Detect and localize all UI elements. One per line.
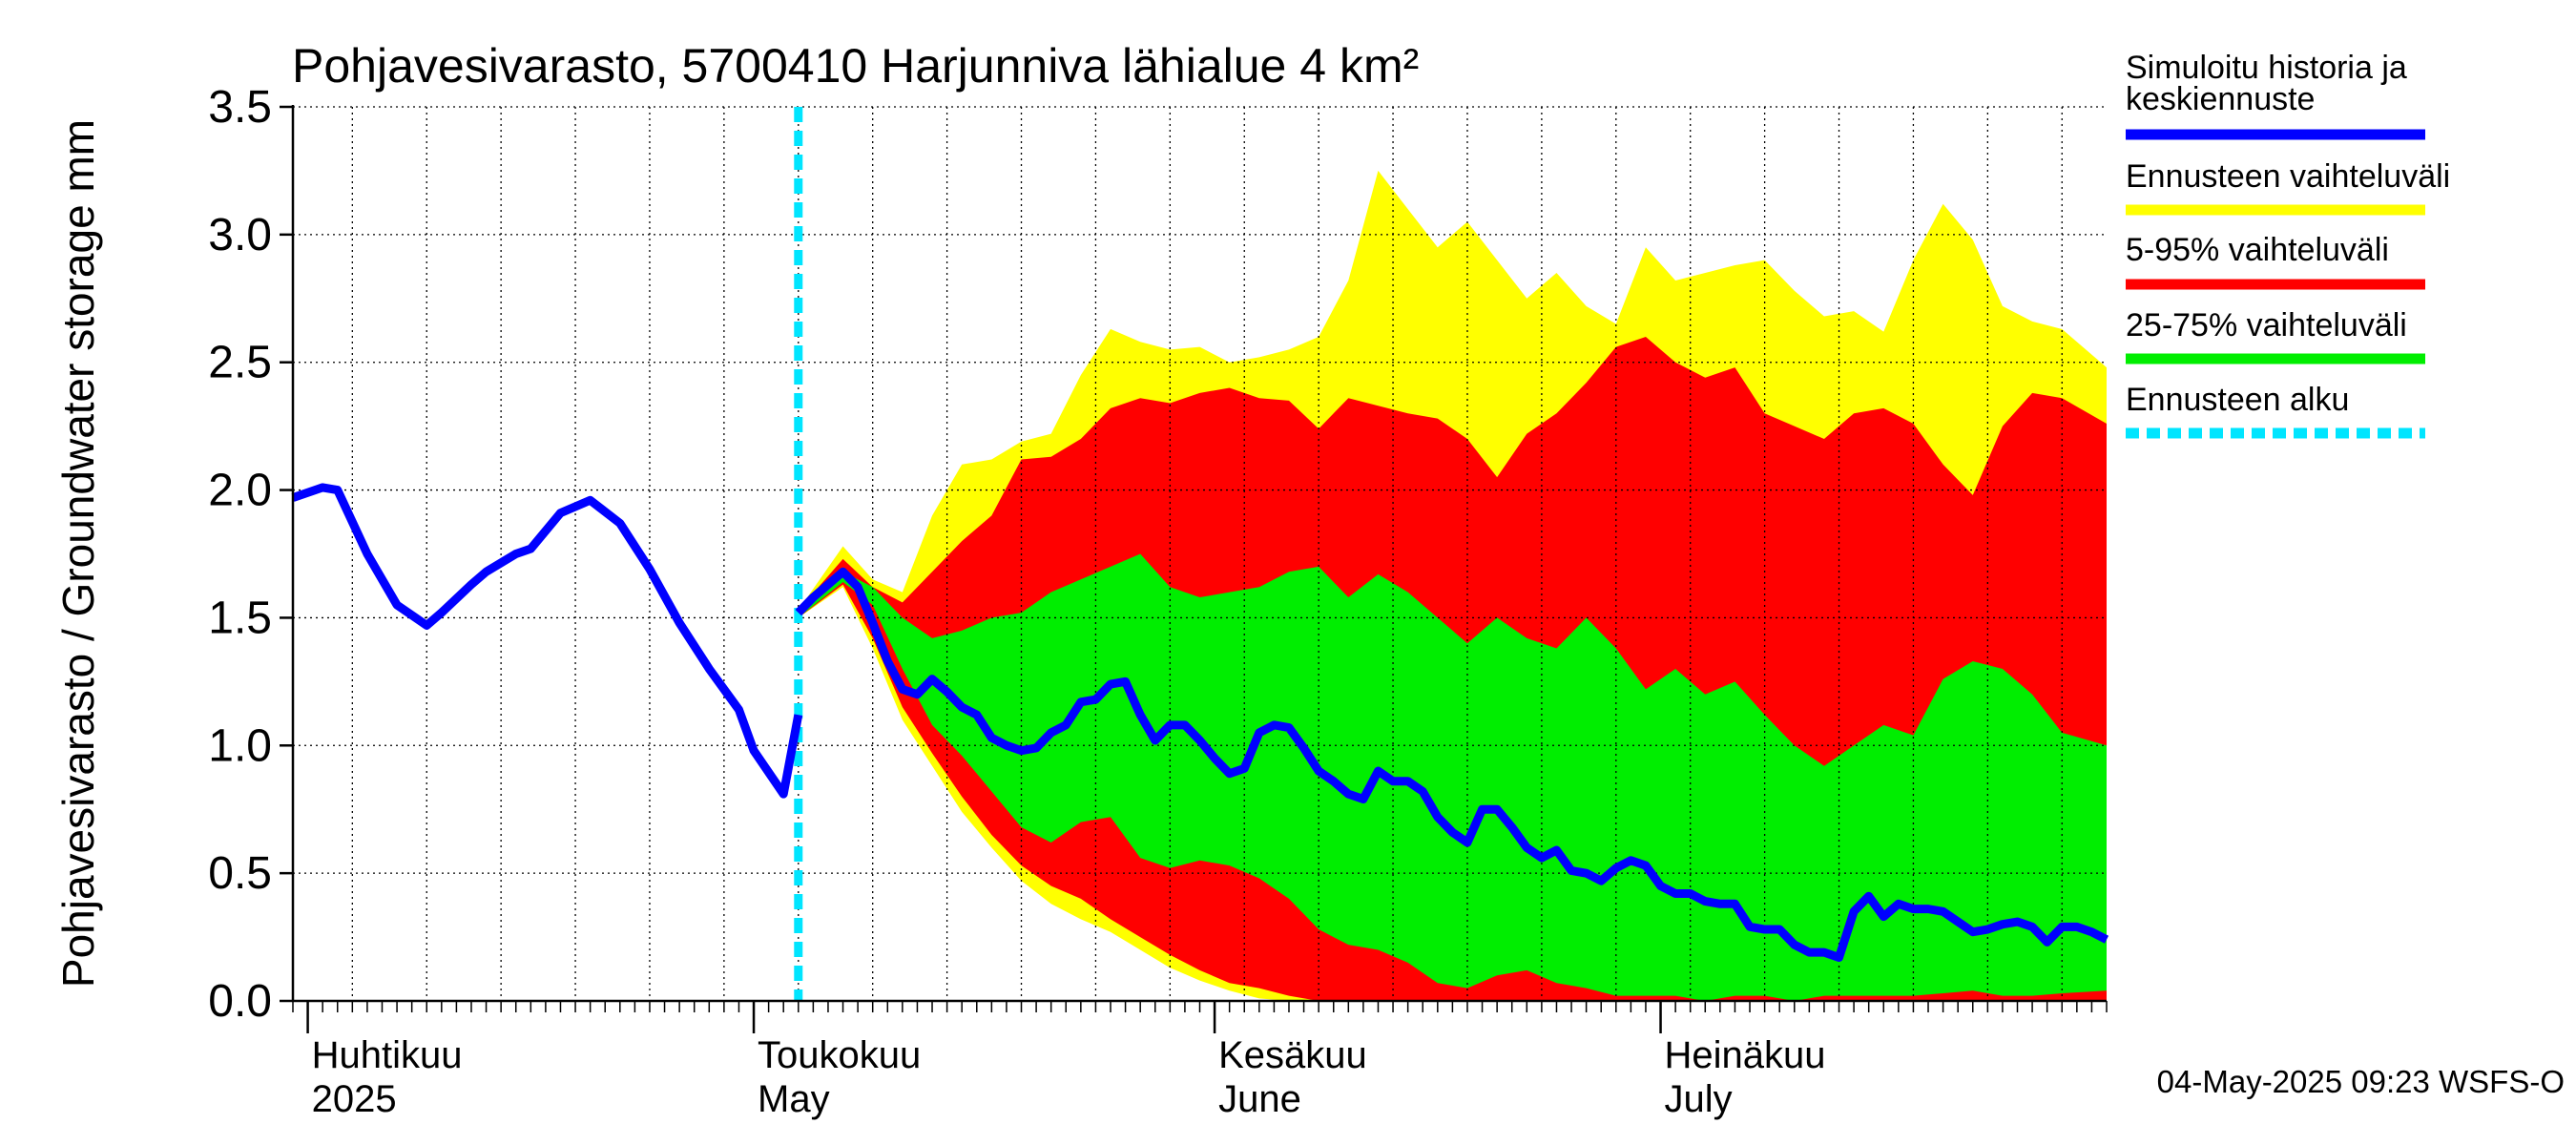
x-month-sublabel: May: [758, 1078, 830, 1120]
band-25-75: [798, 553, 2107, 1001]
y-tick-label: 3.5: [208, 82, 272, 133]
chart-title: Pohjavesivarasto, 5700410 Harjunniva läh…: [292, 39, 1419, 93]
x-month-label: Toukokuu: [758, 1034, 921, 1076]
y-tick-label: 2.5: [208, 338, 272, 388]
legend-label: Ennusteen vaihteluväli: [2126, 158, 2450, 195]
series-lines: [291, 107, 2109, 1001]
legend-label: Ennusteen alku: [2126, 382, 2349, 418]
y-tick-label: 1.0: [208, 720, 272, 771]
timestamp: 04-May-2025 09:23 WSFS-O: [2157, 1064, 2565, 1099]
y-tick-label: 0.0: [208, 976, 272, 1027]
x-month-label: Heinäkuu: [1665, 1034, 1826, 1076]
y-tick-label: 2.0: [208, 466, 272, 516]
median-forecast-line: [795, 567, 2109, 962]
legend-label: Simuloitu historia ja: [2126, 50, 2407, 86]
x-month-label: Huhtikuu: [312, 1034, 463, 1076]
y-tick-label: 3.0: [208, 210, 272, 260]
legend-label: 5-95% vaihteluväli: [2126, 232, 2389, 268]
y-axis-label: Pohjavesivarasto / Groundwater storage m…: [53, 119, 103, 988]
history-line: [291, 483, 803, 799]
forecast-bands: [798, 170, 2107, 1001]
y-tick-label: 1.5: [208, 593, 272, 643]
x-month-sublabel: June: [1218, 1078, 1301, 1120]
x-month-label: Kesäkuu: [1218, 1034, 1367, 1076]
legend-label: keskiennuste: [2126, 81, 2315, 117]
x-month-sublabel: July: [1665, 1078, 1733, 1120]
y-tick-label: 0.5: [208, 848, 272, 899]
x-month-sublabel: 2025: [312, 1078, 397, 1120]
legend-label: 25-75% vaihteluväli: [2126, 307, 2407, 344]
